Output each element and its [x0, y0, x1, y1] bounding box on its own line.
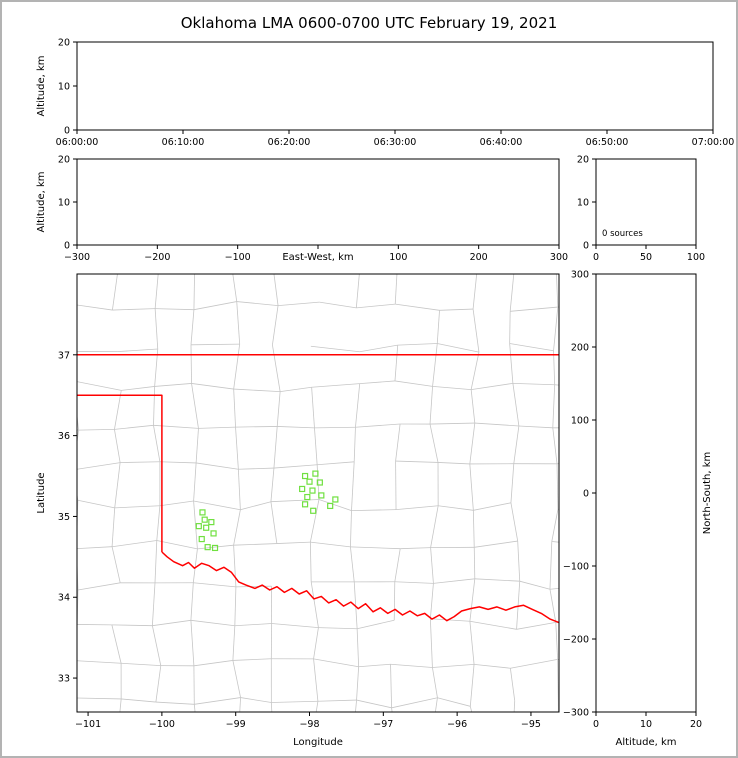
svg-text:200: 200: [571, 343, 589, 354]
svg-text:−99: −99: [226, 719, 246, 730]
svg-text:300: 300: [571, 270, 589, 281]
svg-text:−200: −200: [144, 252, 170, 263]
panel-east-west-height: −300 −200 −100 100 200 300 0 10 20 East-West, km A…: [36, 155, 568, 264]
panhandle-border-line: [77, 394, 163, 552]
svg-text:36: 36: [58, 431, 70, 442]
svg-text:Longitude: Longitude: [293, 737, 343, 748]
svg-text:−300: −300: [64, 252, 90, 263]
svg-text:200: 200: [470, 252, 488, 263]
svg-text:−97: −97: [373, 719, 393, 730]
svg-text:−100: −100: [563, 562, 589, 573]
svg-text:Altitude, km: Altitude, km: [36, 56, 47, 117]
svg-text:06:10:00: 06:10:00: [162, 137, 205, 148]
red-river-border-line: [161, 551, 559, 624]
svg-text:100: 100: [389, 252, 407, 263]
svg-text:33: 33: [58, 674, 70, 685]
svg-text:100: 100: [687, 252, 705, 263]
svg-text:10: 10: [58, 82, 70, 93]
svg-text:37: 37: [58, 350, 70, 361]
svg-text:20: 20: [690, 719, 702, 730]
svg-text:Latitude: Latitude: [36, 472, 47, 513]
lightning-sources: [195, 470, 339, 552]
svg-text:06:30:00: 06:30:00: [374, 137, 417, 148]
panel-altitude-north-south: 0 10 20 −300 −200 −100 0 100 200 300 Altitude, km N…: [563, 270, 713, 749]
panel-altitude-histogram: 0 50 100 0 10 20 0 sources: [577, 155, 705, 264]
svg-text:0: 0: [593, 719, 599, 730]
svg-text:−200: −200: [563, 635, 589, 646]
svg-text:06:50:00: 06:50:00: [586, 137, 629, 148]
svg-text:20: 20: [58, 155, 70, 166]
svg-text:10: 10: [577, 198, 589, 209]
svg-text:−300: −300: [563, 708, 589, 719]
map-layer: [77, 274, 559, 712]
svg-text:10: 10: [58, 198, 70, 209]
svg-text:−101: −101: [75, 719, 101, 730]
svg-text:07:00:00: 07:00:00: [692, 137, 735, 148]
svg-text:06:00:00: 06:00:00: [56, 137, 99, 148]
svg-text:−100: −100: [149, 719, 175, 730]
svg-text:−95: −95: [521, 719, 541, 730]
svg-text:50: 50: [640, 252, 652, 263]
svg-text:−100: −100: [225, 252, 251, 263]
svg-text:East-West, km: East-West, km: [282, 252, 353, 263]
svg-text:34: 34: [58, 593, 70, 604]
svg-text:0: 0: [64, 126, 70, 137]
svg-text:−98: −98: [299, 719, 319, 730]
svg-text:06:40:00: 06:40:00: [480, 137, 523, 148]
svg-text:300: 300: [550, 252, 568, 263]
svg-text:North-South, km: North-South, km: [702, 452, 713, 535]
svg-text:06:20:00: 06:20:00: [268, 137, 311, 148]
svg-text:10: 10: [640, 719, 652, 730]
svg-text:Altitude, km: Altitude, km: [36, 172, 47, 233]
svg-text:−96: −96: [447, 719, 467, 730]
svg-text:0 sources: 0 sources: [602, 229, 643, 239]
svg-text:0: 0: [593, 252, 599, 263]
svg-text:20: 20: [577, 155, 589, 166]
svg-text:0: 0: [583, 489, 589, 500]
svg-text:0: 0: [64, 241, 70, 252]
county-boundaries: [77, 274, 559, 712]
svg-text:Altitude, km: Altitude, km: [616, 737, 677, 748]
svg-text:100: 100: [571, 416, 589, 427]
svg-text:35: 35: [58, 512, 70, 523]
panel-time-height: 06:00:00 06:10:00 06:20:00 06:30:00 06:40:00…: [36, 38, 734, 149]
figure-title: Oklahoma LMA 0600-0700 UTC February 19, …: [180, 14, 558, 32]
svg-text:20: 20: [58, 38, 70, 49]
svg-text:0: 0: [583, 241, 589, 252]
panel-plan-view: −101 −100 −99 −98 −97 −96 −95 33 34 35 36 37 Longitu…: [36, 273, 560, 748]
